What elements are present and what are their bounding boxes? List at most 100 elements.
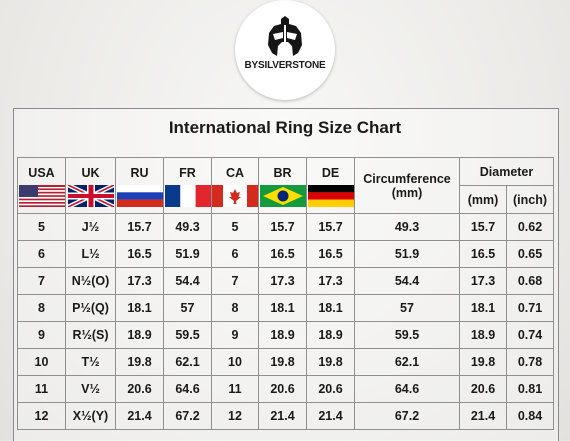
header-de: DE <box>306 157 355 214</box>
cell-ru: 15.7 <box>115 213 164 241</box>
cell-ru: 19.8 <box>115 348 164 376</box>
cell-uk: T½ <box>65 348 116 376</box>
cell-diameter-inch: 0.74 <box>506 321 554 349</box>
cell-circumference: 51.9 <box>354 240 460 268</box>
cell-de: 17.3 <box>306 267 355 295</box>
header-diameter: Diameter <box>459 157 554 186</box>
cell-uk: J½ <box>65 213 116 241</box>
cell-circumference: 57 <box>354 294 460 322</box>
cell-diameter-mm: 21.4 <box>459 402 507 430</box>
header-br: BR <box>258 157 307 214</box>
cell-de: 18.1 <box>306 294 355 322</box>
cell-br: 20.6 <box>258 375 307 403</box>
cell-diameter-inch: 0.84 <box>506 402 554 430</box>
cell-usa: 7 <box>17 267 66 295</box>
table-row: 5 J½ 15.7 49.3 5 15.7 15.7 49.3 15.7 0.62 <box>17 213 554 241</box>
cell-usa: 9 <box>17 321 66 349</box>
cell-usa: 11 <box>17 375 66 403</box>
cell-br: 17.3 <box>258 267 307 295</box>
table-row: 10 T½ 19.8 62.1 10 19.8 19.8 62.1 19.8 0.78 <box>17 348 554 376</box>
cell-fr: 49.3 <box>163 213 212 241</box>
cell-ca: 8 <box>211 294 259 322</box>
cell-br: 16.5 <box>258 240 307 268</box>
cell-ru: 18.1 <box>115 294 164 322</box>
cell-fr: 62.1 <box>163 348 212 376</box>
cell-fr: 51.9 <box>163 240 212 268</box>
cell-uk: V½ <box>65 375 116 403</box>
table-row: 12 X½(Y) 21.4 67.2 12 21.4 21.4 67.2 21.4 0.84 <box>17 402 554 430</box>
header-diameter-mm: (mm) <box>459 185 507 214</box>
cell-de: 19.8 <box>306 348 355 376</box>
cell-ca: 6 <box>211 240 259 268</box>
cell-uk: X½(Y) <box>65 402 116 430</box>
header-ca: CA <box>211 157 259 214</box>
cell-fr: 67.2 <box>163 402 212 430</box>
cell-ca: 9 <box>211 321 259 349</box>
cell-fr: 54.4 <box>163 267 212 295</box>
cell-de: 16.5 <box>306 240 355 268</box>
cell-ru: 21.4 <box>115 402 164 430</box>
cell-br: 15.7 <box>258 213 307 241</box>
germany-flag-icon <box>307 185 354 207</box>
cell-circumference: 67.2 <box>354 402 460 430</box>
table-row: 7 N½(O) 17.3 54.4 7 17.3 17.3 54.4 17.3 0.68 <box>17 267 554 295</box>
brand-name: BYSILVERSTONE <box>244 60 326 71</box>
cell-fr: 57 <box>163 294 212 322</box>
header-circumference: Circumference (mm) <box>354 157 460 214</box>
cell-diameter-mm: 17.3 <box>459 267 507 295</box>
cell-usa: 8 <box>17 294 66 322</box>
spartan-helmet-logo-icon <box>268 16 302 56</box>
uk-flag-icon <box>67 185 114 207</box>
cell-usa: 10 <box>17 348 66 376</box>
header-usa: USA <box>17 157 66 214</box>
header-ru: RU <box>115 157 164 214</box>
cell-diameter-inch: 0.62 <box>506 213 554 241</box>
cell-circumference: 49.3 <box>354 213 460 241</box>
header-fr: FR <box>163 157 212 214</box>
cell-usa: 12 <box>17 402 66 430</box>
header-uk: UK <box>65 157 116 214</box>
cell-ru: 16.5 <box>115 240 164 268</box>
cell-diameter-mm: 15.7 <box>459 213 507 241</box>
table-row: 6 L½ 16.5 51.9 6 16.5 16.5 51.9 16.5 0.65 <box>17 240 554 268</box>
chart-title: International Ring Size Chart <box>168 118 402 137</box>
cell-diameter-inch: 0.68 <box>506 267 554 295</box>
brazil-flag-icon <box>259 185 306 207</box>
cell-diameter-mm: 18.1 <box>459 294 507 322</box>
cell-diameter-mm: 19.8 <box>459 348 507 376</box>
cell-circumference: 62.1 <box>354 348 460 376</box>
cell-fr: 59.5 <box>163 321 212 349</box>
table-row: 9 R½(S) 18.9 59.5 9 18.9 18.9 59.5 18.9 0.74 <box>17 321 554 349</box>
cell-de: 20.6 <box>306 375 355 403</box>
cell-diameter-inch: 0.71 <box>506 294 554 322</box>
table-body: 5 J½ 15.7 49.3 5 15.7 15.7 49.3 15.7 0.62 6 L½ 16.5 5… <box>17 213 554 430</box>
cell-diameter-inch: 0.78 <box>506 348 554 376</box>
cell-ru: 17.3 <box>115 267 164 295</box>
cell-ru: 18.9 <box>115 321 164 349</box>
cell-usa: 6 <box>17 240 66 268</box>
russia-flag-icon <box>116 185 163 207</box>
cell-diameter-mm: 20.6 <box>459 375 507 403</box>
cell-ca: 10 <box>211 348 259 376</box>
cell-uk: N½(O) <box>65 267 116 295</box>
header-diameter-inch: (inch) <box>506 185 554 214</box>
cell-ca: 11 <box>211 375 259 403</box>
table-row: 11 V½ 20.6 64.6 11 20.6 20.6 64.6 20.6 0.81 <box>17 375 554 403</box>
cell-diameter-inch: 0.81 <box>506 375 554 403</box>
cell-ca: 7 <box>211 267 259 295</box>
cell-circumference: 59.5 <box>354 321 460 349</box>
cell-ca: 5 <box>211 213 259 241</box>
cell-circumference: 54.4 <box>354 267 460 295</box>
cell-diameter-inch: 0.65 <box>506 240 554 268</box>
cell-fr: 64.6 <box>163 375 212 403</box>
us-flag-icon <box>18 185 65 207</box>
cell-circumference: 64.6 <box>354 375 460 403</box>
cell-br: 21.4 <box>258 402 307 430</box>
cell-uk: R½(S) <box>65 321 116 349</box>
cell-uk: P½(Q) <box>65 294 116 322</box>
cell-diameter-mm: 16.5 <box>459 240 507 268</box>
cell-ru: 20.6 <box>115 375 164 403</box>
cell-ca: 12 <box>211 402 259 430</box>
cell-de: 15.7 <box>306 213 355 241</box>
cell-br: 18.9 <box>258 321 307 349</box>
